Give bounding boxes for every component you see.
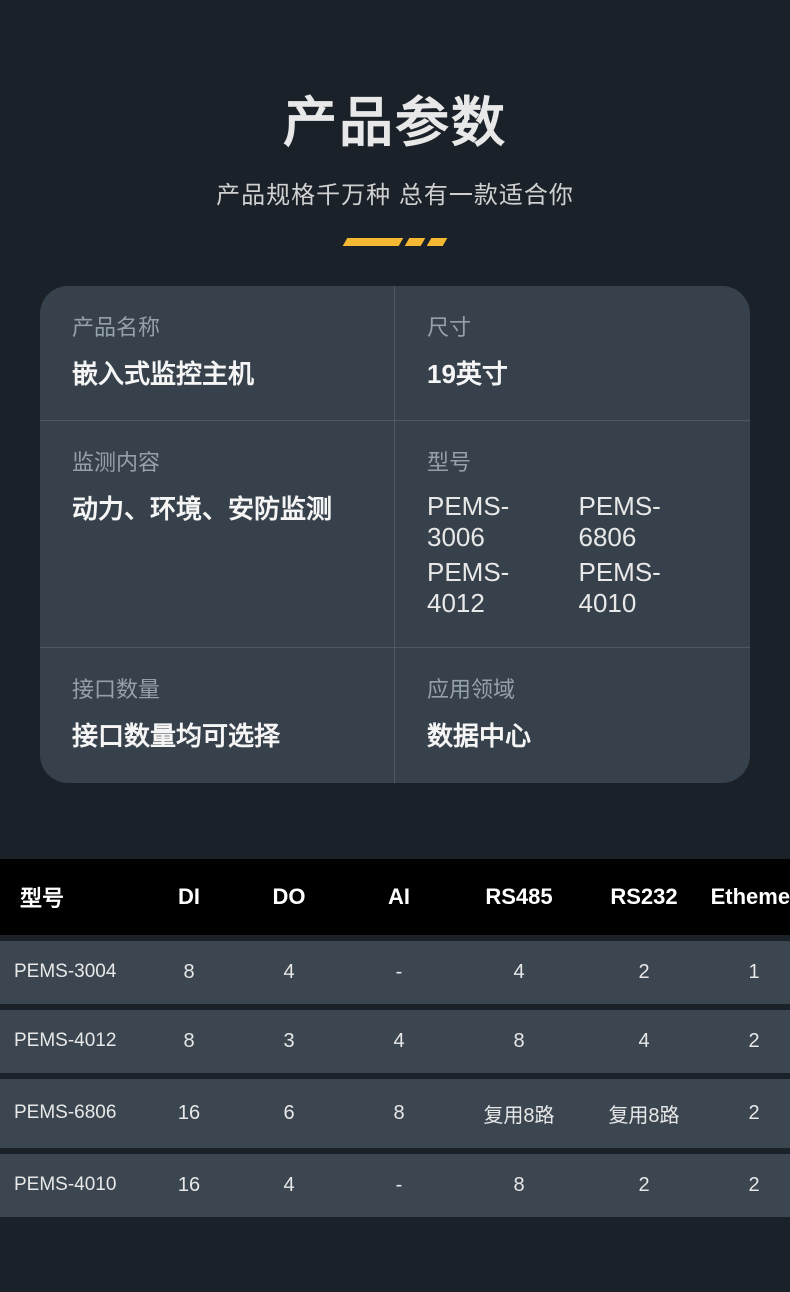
divider-segment (343, 238, 404, 246)
spec-cell-size: 尺寸 19英寸 (395, 286, 750, 421)
spec-value: 19英寸 (427, 356, 718, 392)
divider-segment (405, 238, 426, 246)
table-body: PEMS-3004 8 4 - 4 2 1 PEMS-4012 8 3 4 8 … (0, 935, 790, 1217)
table-cell: 1 (704, 961, 790, 984)
spec-card: 产品名称 嵌入式监控主机 尺寸 19英寸 监测内容 动力、环境、安防监测 型号 … (40, 286, 750, 783)
table-cell: 16 (144, 1174, 234, 1197)
table-cell: 2 (704, 1174, 790, 1197)
table-cell: 8 (454, 1030, 584, 1053)
spec-cell-interface-count: 接口数量 接口数量均可选择 (40, 648, 395, 782)
main-title: 产品参数 (0, 78, 790, 157)
header: 产品参数 产品规格千万种 总有一款适合你 (0, 0, 790, 246)
table-cell: 2 (584, 1174, 704, 1197)
table-header-cell: RS232 (584, 884, 704, 910)
spec-label: 尺寸 (427, 310, 718, 342)
model-item: PEMS-4010 (579, 557, 719, 619)
model-item: PEMS-3006 (427, 491, 567, 553)
table-cell: 4 (234, 961, 344, 984)
spec-label: 应用领域 (427, 672, 718, 704)
table-cell: 3 (234, 1030, 344, 1053)
table-cell: PEMS-6806 (14, 1102, 144, 1124)
subtitle: 产品规格千万种 总有一款适合你 (0, 175, 790, 210)
spec-table: 型号 DI DO AI RS485 RS232 Ethemet PEMS-300… (0, 859, 790, 1217)
spec-value: 数据中心 (427, 718, 718, 754)
model-item: PEMS-4012 (427, 557, 567, 619)
table-cell: 8 (144, 961, 234, 984)
spec-label: 型号 (427, 445, 718, 477)
model-item: PEMS-6806 (579, 491, 719, 553)
table-cell: 6 (234, 1102, 344, 1125)
table-header-cell: Ethemet (704, 884, 790, 910)
table-header-cell: RS485 (454, 884, 584, 910)
table-cell: PEMS-3004 (14, 961, 144, 983)
spec-grid: 产品名称 嵌入式监控主机 尺寸 19英寸 监测内容 动力、环境、安防监测 型号 … (40, 286, 750, 783)
table-row: PEMS-6806 16 6 8 复用8路 复用8路 2 (0, 1073, 790, 1148)
table-cell: 2 (704, 1102, 790, 1125)
model-grid: PEMS-3006 PEMS-6806 PEMS-4012 PEMS-4010 (427, 491, 718, 619)
table-cell: 16 (144, 1102, 234, 1125)
table-cell: 2 (584, 961, 704, 984)
table-cell: PEMS-4010 (14, 1174, 144, 1196)
table-cell: 复用8路 (584, 1099, 704, 1128)
table-cell: 4 (584, 1030, 704, 1053)
table-header-cell: 型号 (14, 881, 144, 913)
table-header-cell: DI (144, 884, 234, 910)
accent-divider (0, 238, 790, 246)
spec-value: 动力、环境、安防监测 (72, 491, 362, 527)
table-cell: 4 (344, 1030, 454, 1053)
spec-cell-product-name: 产品名称 嵌入式监控主机 (40, 286, 395, 421)
spec-label: 接口数量 (72, 672, 362, 704)
table-cell: 4 (454, 961, 584, 984)
spec-label: 产品名称 (72, 310, 362, 342)
spec-value: 嵌入式监控主机 (72, 356, 362, 392)
table-cell: 复用8路 (454, 1099, 584, 1128)
table-cell: PEMS-4012 (14, 1030, 144, 1052)
table-cell: 8 (454, 1174, 584, 1197)
spec-cell-model: 型号 PEMS-3006 PEMS-6806 PEMS-4012 PEMS-40… (395, 421, 750, 648)
table-header-cell: DO (234, 884, 344, 910)
divider-segment (427, 238, 448, 246)
table-cell: - (344, 961, 454, 984)
spec-value: 接口数量均可选择 (72, 718, 362, 754)
table-row: PEMS-4012 8 3 4 8 4 2 (0, 1004, 790, 1073)
spec-label: 监测内容 (72, 445, 362, 477)
table-cell: 8 (344, 1102, 454, 1125)
table-header-cell: AI (344, 884, 454, 910)
table-row: PEMS-3004 8 4 - 4 2 1 (0, 935, 790, 1004)
spec-cell-monitor-content: 监测内容 动力、环境、安防监测 (40, 421, 395, 648)
spec-cell-application: 应用领域 数据中心 (395, 648, 750, 782)
table-cell: 8 (144, 1030, 234, 1053)
table-cell: - (344, 1174, 454, 1197)
table-header-row: 型号 DI DO AI RS485 RS232 Ethemet (0, 859, 790, 935)
table-cell: 4 (234, 1174, 344, 1197)
table-cell: 2 (704, 1030, 790, 1053)
table-row: PEMS-4010 16 4 - 8 2 2 (0, 1148, 790, 1217)
